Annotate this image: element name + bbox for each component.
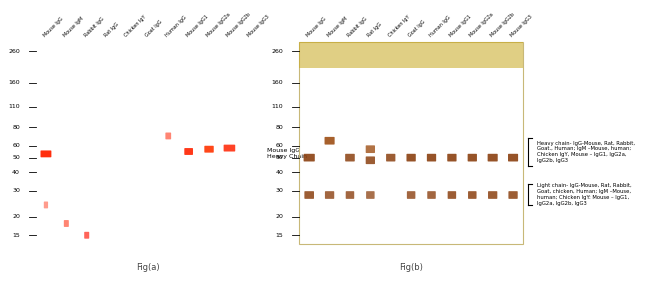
Text: Mouse IgG
Heavy Chain: Mouse IgG Heavy Chain [266, 148, 307, 159]
Text: 40: 40 [12, 169, 20, 175]
Text: Light chain- IgG-Mouse, Rat, Rabbit,
Goat, chicken, Human; IgM –Mouse,
human; Ch: Light chain- IgG-Mouse, Rat, Rabbit, Goa… [537, 183, 631, 206]
FancyBboxPatch shape [304, 191, 314, 199]
Text: 20: 20 [276, 214, 283, 219]
Text: 260: 260 [272, 49, 283, 54]
Text: Fig(a): Fig(a) [136, 263, 160, 272]
FancyBboxPatch shape [447, 154, 456, 162]
Text: Rabbit IgG: Rabbit IgG [83, 16, 105, 38]
Text: Mouse IgG: Mouse IgG [42, 16, 64, 38]
Text: 60: 60 [276, 143, 283, 148]
Text: 15: 15 [276, 233, 283, 238]
Text: Mouse IgG3: Mouse IgG3 [510, 14, 534, 38]
Text: Fig(b): Fig(b) [399, 263, 423, 272]
FancyBboxPatch shape [386, 154, 395, 162]
FancyBboxPatch shape [448, 191, 456, 199]
Text: Rabbit IgG: Rabbit IgG [346, 16, 368, 38]
FancyBboxPatch shape [366, 191, 374, 199]
Text: 80: 80 [276, 125, 283, 130]
Text: 30: 30 [276, 188, 283, 193]
FancyBboxPatch shape [224, 145, 235, 151]
Text: 260: 260 [8, 49, 20, 54]
Text: Heavy chain- IgG-Mouse, Rat, Rabbit,
Goat., Human; IgM –Mouse, human;
Chicken Ig: Heavy chain- IgG-Mouse, Rat, Rabbit, Goa… [537, 141, 634, 163]
FancyBboxPatch shape [366, 145, 375, 153]
Text: Mouse IgG3: Mouse IgG3 [246, 14, 270, 38]
FancyBboxPatch shape [40, 150, 51, 157]
FancyBboxPatch shape [488, 154, 498, 162]
FancyBboxPatch shape [488, 191, 497, 199]
Text: 160: 160 [272, 80, 283, 85]
FancyBboxPatch shape [468, 191, 476, 199]
Text: 110: 110 [272, 104, 283, 109]
Text: Chicken IgY: Chicken IgY [387, 14, 411, 38]
FancyBboxPatch shape [427, 191, 436, 199]
Text: Rat IgG: Rat IgG [367, 22, 383, 38]
Text: Mouse IgG1: Mouse IgG1 [448, 14, 473, 38]
FancyBboxPatch shape [366, 157, 375, 164]
FancyBboxPatch shape [304, 154, 315, 162]
FancyBboxPatch shape [427, 154, 436, 162]
FancyBboxPatch shape [346, 191, 354, 199]
Text: 110: 110 [8, 104, 20, 109]
Text: Mouse IgM: Mouse IgM [326, 16, 348, 38]
FancyBboxPatch shape [165, 133, 171, 139]
Text: 15: 15 [12, 233, 20, 238]
Text: Goat IgG: Goat IgG [144, 19, 163, 38]
Text: 80: 80 [12, 125, 20, 130]
Text: 40: 40 [276, 169, 283, 175]
FancyBboxPatch shape [204, 146, 214, 153]
Text: Human IgG: Human IgG [164, 15, 188, 38]
FancyBboxPatch shape [508, 191, 517, 199]
Text: Mouse IgM: Mouse IgM [63, 16, 85, 38]
FancyBboxPatch shape [345, 154, 355, 162]
Text: Chicken IgY: Chicken IgY [124, 14, 148, 38]
Text: Mouse IgG2a: Mouse IgG2a [205, 12, 231, 38]
FancyBboxPatch shape [64, 220, 69, 227]
Text: 60: 60 [12, 143, 20, 148]
Text: 50: 50 [276, 155, 283, 160]
Text: Rat IgG: Rat IgG [103, 22, 120, 38]
FancyBboxPatch shape [508, 154, 518, 162]
Text: Human IgG: Human IgG [428, 15, 451, 38]
Text: Mouse IgG1: Mouse IgG1 [185, 14, 209, 38]
Text: Mouse IgG: Mouse IgG [306, 16, 328, 38]
Text: 30: 30 [12, 188, 20, 193]
FancyBboxPatch shape [407, 191, 415, 199]
Text: 50: 50 [12, 155, 20, 160]
FancyBboxPatch shape [185, 148, 193, 155]
FancyBboxPatch shape [299, 42, 523, 69]
FancyBboxPatch shape [324, 137, 335, 144]
Text: Mouse IgG2b: Mouse IgG2b [489, 12, 515, 38]
Text: Mouse IgG2b: Mouse IgG2b [226, 12, 252, 38]
FancyBboxPatch shape [325, 191, 334, 199]
FancyBboxPatch shape [84, 232, 89, 239]
FancyBboxPatch shape [406, 154, 416, 162]
Text: 20: 20 [12, 214, 20, 219]
Text: Goat IgG: Goat IgG [408, 19, 426, 38]
Text: 160: 160 [8, 80, 20, 85]
FancyBboxPatch shape [44, 201, 48, 209]
Text: Mouse IgG2a: Mouse IgG2a [469, 12, 495, 38]
FancyBboxPatch shape [467, 154, 477, 162]
